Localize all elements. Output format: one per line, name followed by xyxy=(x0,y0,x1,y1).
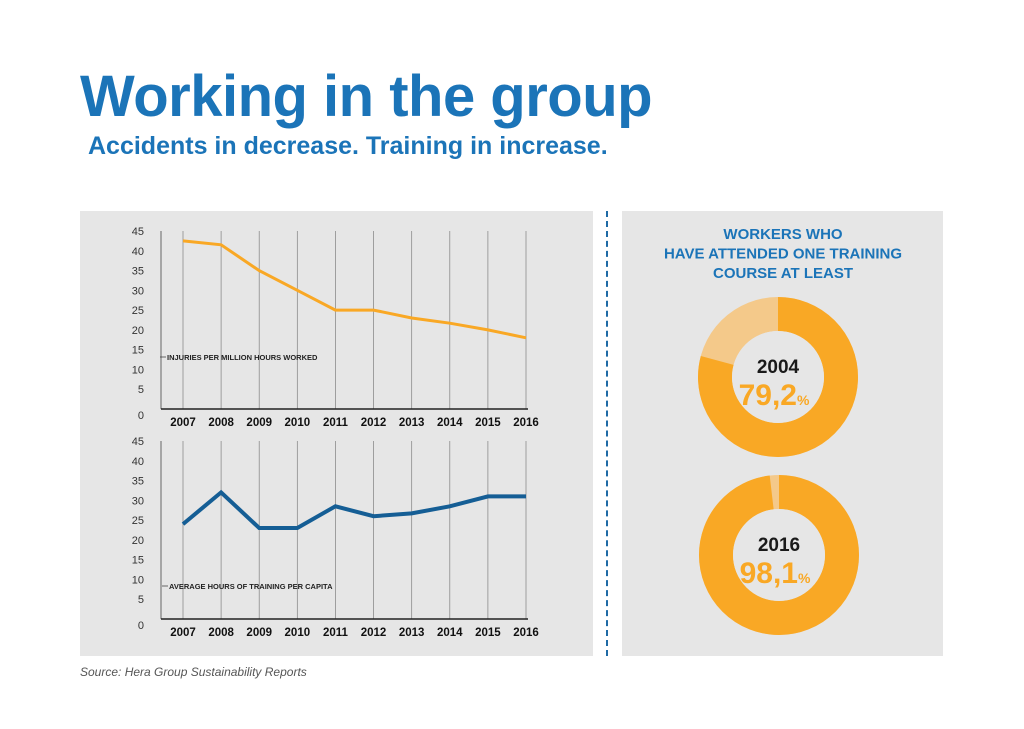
y-tick-label: 25 xyxy=(132,305,144,317)
x-tick-label: 2016 xyxy=(513,417,539,429)
y-tick-label: 15 xyxy=(132,555,144,567)
data-line xyxy=(181,489,526,530)
x-tick-label: 2014 xyxy=(437,417,463,429)
x-tick-label: 2010 xyxy=(285,627,311,639)
y-tick-label: 35 xyxy=(132,476,144,488)
x-tick-label: 2015 xyxy=(475,627,501,639)
x-tick-label: 2016 xyxy=(513,627,539,639)
y-tick-label: 10 xyxy=(132,574,144,586)
x-tick-label: 2013 xyxy=(399,417,425,429)
x-tick-label: 2012 xyxy=(361,417,387,429)
y-tick-label: 10 xyxy=(132,364,144,376)
page-title: Working in the group xyxy=(80,64,653,129)
y-tick-label: 0 xyxy=(138,620,144,632)
x-tick-label: 2011 xyxy=(323,627,349,639)
donut-year: 2004 xyxy=(757,357,800,378)
y-tick-label: 20 xyxy=(132,325,144,337)
x-tick-label: 2007 xyxy=(170,417,196,429)
data-line xyxy=(182,239,527,340)
x-tick-label: 2009 xyxy=(246,417,272,429)
line-chart-2: 0 5 10 15 20 25 30 35 40 45 2007 2008 2009 2010 2011 20… xyxy=(132,436,539,639)
source-note: Source: Hera Group Sustainability Report… xyxy=(80,665,307,679)
donut-year: 2016 xyxy=(758,535,800,556)
donut-value: 79,2% xyxy=(739,379,810,412)
y-tick-label: 30 xyxy=(132,495,144,507)
x-tick-label: 2015 xyxy=(475,417,501,429)
y-tick-label: 35 xyxy=(132,266,144,278)
y-tick-label: 45 xyxy=(132,226,144,238)
line-charts-panel xyxy=(80,211,593,656)
y-tick-label: 25 xyxy=(132,515,144,527)
x-tick-label: 2010 xyxy=(285,417,311,429)
donut-value-number: 79,2 xyxy=(739,379,797,412)
x-tick-label: 2008 xyxy=(208,627,234,639)
donut-value: 98,1% xyxy=(740,557,811,590)
x-tick-label: 2012 xyxy=(361,627,387,639)
y-tick-label: 0 xyxy=(138,410,144,422)
y-tick-label: 40 xyxy=(132,456,144,468)
x-tick-label: 2013 xyxy=(399,627,425,639)
x-tick-label: 2011 xyxy=(323,417,349,429)
y-tick-label: 15 xyxy=(132,345,144,357)
donut-value-slice xyxy=(699,475,859,635)
y-tick-label: 5 xyxy=(138,384,144,396)
donut-center xyxy=(732,331,824,423)
donut-value-slice xyxy=(698,297,858,457)
x-tick-label: 2008 xyxy=(208,417,234,429)
donut-center xyxy=(733,509,825,601)
x-tick-label: 2014 xyxy=(437,627,463,639)
donut-value-unit: % xyxy=(797,392,810,408)
donut-value-number: 98,1 xyxy=(740,557,798,590)
donut-charts-svg: WORKERS WHO HAVE ATTENDED ONE TRAINING COU… xyxy=(664,226,902,635)
x-tick-label: 2007 xyxy=(170,627,196,639)
donut-value-unit: % xyxy=(798,570,811,586)
y-tick-label: 40 xyxy=(132,246,144,258)
x-tick-label: 2009 xyxy=(246,627,272,639)
donut-title: WORKERS WHO HAVE ATTENDED ONE TRAINING COU… xyxy=(664,226,902,282)
series-label: AVERAGE HOURS OF TRAINING PER CAPITA xyxy=(169,582,333,591)
y-tick-label: 5 xyxy=(138,594,144,606)
y-tick-label: 30 xyxy=(132,285,144,297)
line-chart-1: 0 5 10 15 20 25 30 35 40 45 2007 2008 2009 2010 2011 20… xyxy=(132,226,539,429)
dashed-divider xyxy=(606,211,608,656)
series-label: INJURIES PER MILLION HOURS WORKED xyxy=(167,353,318,362)
y-tick-label: 45 xyxy=(132,436,144,448)
page-subtitle: Accidents in decrease. Training in incre… xyxy=(88,132,608,160)
y-tick-label: 20 xyxy=(132,535,144,547)
